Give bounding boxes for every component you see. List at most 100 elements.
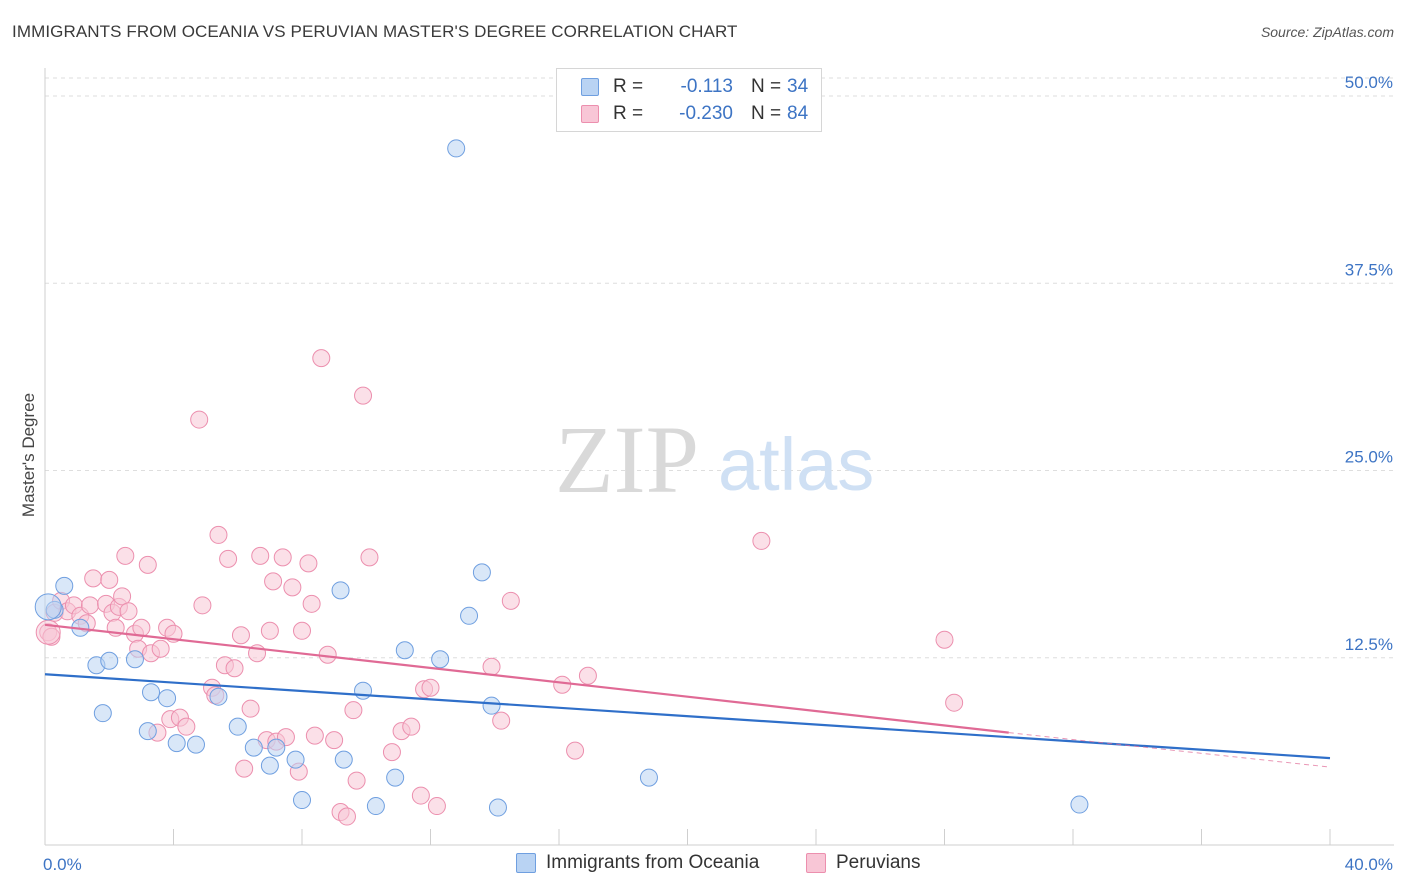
point-peruvians — [35, 619, 61, 645]
point-oceania — [431, 650, 450, 669]
point-oceania — [267, 738, 286, 757]
point-peruvians — [492, 711, 511, 730]
point-oceania — [331, 581, 350, 600]
point-peruvians — [360, 548, 379, 567]
point-peruvians — [752, 531, 771, 550]
bottom-legend-swatch-pink — [806, 853, 826, 873]
point-oceania — [354, 681, 373, 700]
point-peruvians — [553, 675, 572, 694]
point-oceania — [209, 687, 228, 706]
bottom-legend-peruvians: Peruvians — [806, 852, 921, 874]
point-peruvians — [138, 555, 157, 574]
point-peruvians — [80, 596, 99, 615]
point-peruvians — [190, 410, 209, 429]
point-oceania — [34, 593, 62, 621]
point-peruvians — [241, 699, 260, 718]
point-peruvians — [260, 621, 279, 640]
point-oceania — [366, 797, 385, 816]
point-oceania — [93, 704, 112, 723]
point-peruvians — [209, 525, 228, 544]
point-oceania — [395, 641, 414, 660]
point-peruvians — [231, 626, 250, 645]
series-peruvians-points — [35, 349, 964, 826]
point-peruvians — [337, 807, 356, 826]
point-peruvians — [113, 587, 132, 606]
series-oceania-points — [34, 139, 1089, 817]
point-peruvians — [427, 797, 446, 816]
point-peruvians — [302, 594, 321, 613]
watermark-zip: ZIP — [555, 406, 699, 513]
point-oceania — [286, 750, 305, 769]
point-oceania — [488, 798, 507, 817]
axes — [44, 68, 1394, 846]
point-oceania — [158, 689, 177, 708]
point-peruvians — [273, 548, 292, 567]
point-oceania — [386, 768, 405, 787]
point-oceania — [167, 734, 186, 753]
point-peruvians — [299, 554, 318, 573]
point-oceania — [55, 576, 74, 595]
point-peruvians — [283, 578, 302, 597]
point-peruvians — [945, 693, 964, 712]
point-peruvians — [132, 618, 151, 637]
legend-row-oceania: R = -0.113 N = 34 — [581, 74, 808, 100]
point-oceania — [460, 606, 479, 625]
trend-lines — [44, 623, 1331, 768]
point-oceania — [482, 696, 501, 715]
bottom-legend-label-oceania: Immigrants from Oceania — [546, 852, 760, 873]
y-axis-label: Master's Degree — [19, 393, 38, 517]
point-oceania — [142, 683, 161, 702]
point-peruvians — [225, 659, 244, 678]
point-peruvians — [347, 771, 366, 790]
legend-n-label: N = — [751, 103, 782, 124]
legend-n-label: N = — [751, 76, 782, 97]
point-oceania — [100, 651, 119, 670]
point-oceania — [260, 756, 279, 775]
y-tick-label: 50.0% — [1345, 73, 1393, 92]
legend-r-label: R = — [613, 103, 644, 124]
point-peruvians — [312, 349, 331, 368]
point-peruvians — [411, 786, 430, 805]
x-tick-label: 40.0% — [1345, 855, 1393, 874]
point-peruvians — [566, 741, 585, 760]
y-tick-label: 12.5% — [1345, 635, 1393, 654]
point-peruvians — [177, 717, 196, 736]
point-oceania — [1070, 795, 1089, 814]
trend-line-peruvians — [44, 623, 1009, 734]
tick-labels: 12.5% 25.0% 37.5% 50.0% 0.0% 40.0% — [43, 73, 1393, 874]
point-oceania — [293, 791, 311, 810]
point-oceania — [125, 650, 144, 669]
point-peruvians — [293, 621, 311, 640]
bottom-legend-oceania: Immigrants from Oceania — [516, 852, 759, 874]
legend-swatch-blue — [581, 78, 599, 96]
y-tick-label: 37.5% — [1345, 260, 1393, 279]
point-peruvians — [935, 630, 954, 649]
point-peruvians — [264, 572, 283, 591]
point-peruvians — [501, 591, 520, 610]
point-peruvians — [251, 546, 270, 565]
trend-line-peruvians-extension — [1008, 732, 1331, 768]
point-peruvians — [325, 731, 344, 750]
point-peruvians — [151, 639, 170, 658]
point-oceania — [138, 722, 157, 741]
point-peruvians — [84, 569, 103, 588]
point-peruvians — [100, 570, 119, 589]
correlation-legend: R = -0.113 N = 34 R = -0.230 N = 84 — [556, 68, 822, 132]
point-oceania — [639, 768, 658, 787]
legend-r-value: -0.113 — [680, 76, 733, 97]
chart-title: IMMIGRANTS FROM OCEANIA VS PERUVIAN MAST… — [12, 22, 738, 41]
point-peruvians — [119, 602, 138, 621]
point-peruvians — [344, 701, 363, 720]
point-peruvians — [219, 549, 238, 568]
point-oceania — [334, 750, 353, 769]
point-peruvians — [116, 546, 135, 565]
point-oceania — [186, 735, 205, 754]
watermark-atlas: atlas — [718, 423, 874, 506]
legend-n-value: 84 — [787, 103, 809, 124]
point-oceania — [472, 563, 491, 582]
point-oceania — [447, 139, 466, 158]
trend-line-oceania — [44, 673, 1331, 760]
bottom-legend-label-peruvians: Peruvians — [836, 852, 921, 873]
bottom-legend-swatch-blue — [516, 853, 536, 873]
